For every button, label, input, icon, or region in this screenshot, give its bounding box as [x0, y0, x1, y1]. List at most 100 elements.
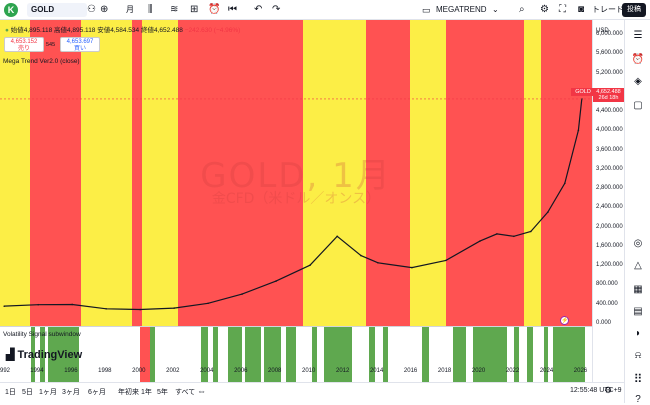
price-tick-label: 400.000 — [596, 300, 618, 307]
price-tick-label: 6,000.000 — [596, 31, 623, 37]
range-button[interactable]: すべて — [175, 389, 196, 396]
sell-price: 4,653.152 — [10, 39, 38, 45]
signal-on-bar — [513, 326, 519, 382]
indicator-legend[interactable]: Mega Trend Ver2.0 (close) — [3, 58, 80, 65]
uptrend-band — [303, 20, 367, 326]
target-icon[interactable]: ◎ — [633, 238, 643, 249]
ohlc-values: 始値4,895.118 高値4,895.118 安値4,584.534 終値4,… — [10, 27, 183, 34]
price-point — [336, 235, 338, 238]
time-tick-label: 992 — [0, 368, 11, 374]
signal-on-bar — [527, 326, 533, 382]
watchlist-icon[interactable]: ☰ — [633, 30, 643, 41]
range-button[interactable]: 1年 — [141, 389, 152, 396]
range-button[interactable]: 5日 — [22, 389, 33, 396]
countdown: 26d 18h — [598, 95, 619, 101]
time-tick-label: 2018 — [437, 368, 452, 374]
undo-icon[interactable]: ↶ — [254, 4, 263, 15]
uptrend-band — [0, 20, 30, 326]
price-point — [530, 230, 532, 233]
signal-on-bar — [245, 326, 261, 382]
time-tick-label: 2012 — [335, 368, 350, 374]
price-point — [513, 235, 515, 238]
price-axis[interactable]: USD 6,000.0005,600.0005,200.0004,800.000… — [592, 20, 624, 382]
buy-button[interactable]: 4,653.697 買い — [60, 37, 100, 52]
layout-name[interactable]: MEGATREND — [436, 5, 487, 14]
candles-icon[interactable]: ⫼ — [148, 4, 153, 15]
range-button[interactable]: 3ヶ月 — [62, 389, 80, 396]
chart-pane[interactable]: GOLD, 1月 金CFD（米ドル／オンス） ● 始値4,895.118 高値4… — [0, 20, 592, 382]
signal-on-bar — [311, 326, 317, 382]
time-tick-label: 2026 — [573, 368, 588, 374]
settings-icon[interactable]: ⚙ — [540, 4, 549, 15]
chevron-down-icon[interactable]: ⌄ — [492, 5, 499, 14]
range-button[interactable]: 5年 — [157, 389, 168, 396]
range-button[interactable]: 1ヶ月 — [39, 389, 57, 396]
templates-icon[interactable]: ⊞ — [190, 4, 199, 15]
trade-button[interactable]: トレード — [592, 5, 624, 14]
replay-icon[interactable]: ⏮ — [228, 4, 237, 15]
alert-icon[interactable]: ⏰ — [208, 4, 221, 15]
sell-button[interactable]: 4,653.152 売り — [4, 37, 44, 52]
signal-on-bar — [228, 326, 243, 382]
price-tick-label: 1,600.000 — [596, 242, 623, 249]
alerts-icon[interactable]: ⏰ — [631, 54, 645, 65]
watermark-subtitle: 金CFD（米ドル／オンス） — [211, 191, 381, 207]
price-tick-label: 4,000.000 — [596, 127, 623, 134]
status-dot-icon: ● — [5, 27, 9, 34]
user-avatar[interactable]: K — [4, 3, 18, 17]
price-point — [577, 129, 580, 132]
signal-off-bar — [140, 326, 151, 382]
chat-icon[interactable]: ▢ — [633, 100, 643, 111]
range-button[interactable]: 1日 — [5, 389, 16, 396]
interval-button[interactable]: 月 — [126, 5, 134, 14]
price-point — [496, 233, 498, 235]
search-icon[interactable]: ⌕ — [519, 4, 525, 15]
settings-icon-bottom[interactable]: ⚙ — [604, 385, 613, 395]
pane-divider[interactable] — [0, 326, 592, 327]
compare-icon[interactable]: ⚇ — [87, 4, 96, 15]
price-point — [445, 259, 447, 262]
price-point — [37, 303, 40, 306]
price-tick-label: 3,600.000 — [596, 146, 623, 153]
layers-icon[interactable]: ◈ — [634, 76, 642, 87]
signal-on-bar — [473, 326, 508, 382]
range-button[interactable]: 年初来 — [118, 389, 139, 396]
buy-price: 4,653.697 — [66, 39, 94, 45]
price-point — [547, 211, 549, 214]
tv-mark-icon: ▟ — [6, 349, 15, 361]
time-tick-label: 1994 — [30, 368, 44, 374]
camera-icon[interactable]: ◙ — [578, 4, 585, 15]
price-tick-label: 2,000.000 — [596, 223, 623, 230]
signal-on-bar — [369, 326, 375, 382]
time-tick-label: 2022 — [505, 368, 520, 374]
downtrend-band — [541, 20, 592, 326]
date-range-icon[interactable]: ⇔ — [197, 386, 206, 396]
menu-dots-icon[interactable]: ⠿ — [633, 372, 643, 386]
downtrend-band — [177, 20, 304, 326]
add-symbol-icon[interactable]: ⊕ — [100, 4, 109, 15]
price-point — [139, 308, 141, 311]
indicator-icon[interactable]: ≋ — [170, 4, 179, 15]
triangle-icon[interactable]: △ — [634, 260, 642, 271]
redo-icon[interactable]: ↷ — [272, 4, 281, 15]
fullscreen-icon[interactable]: ⛶ — [559, 4, 566, 15]
calendar-icon[interactable]: ▦ — [633, 284, 643, 295]
publish-button[interactable]: 投稿 — [622, 3, 646, 17]
signal-on-bar — [48, 326, 79, 382]
signal-on-bar — [150, 326, 156, 382]
currency-label[interactable]: USD — [596, 28, 609, 34]
subwindow-legend[interactable]: Volatility Signal subwindow — [3, 331, 81, 338]
price-line — [4, 98, 583, 311]
help-icon[interactable]: ? — [635, 394, 641, 405]
price-point — [377, 261, 379, 264]
lightning-icon[interactable]: ⚡ — [560, 316, 569, 325]
symbol-search[interactable]: GOLD — [27, 3, 87, 17]
ohlc-legend: ● 始値4,895.118 高値4,895.118 安値4,584.534 終値… — [5, 24, 240, 34]
time-tick-label: 2024 — [539, 368, 554, 374]
news-icon[interactable]: ▤ — [633, 306, 643, 317]
range-button[interactable]: 6ヶ月 — [88, 389, 106, 396]
bell-icon[interactable]: ⍾ — [634, 350, 642, 361]
layout-icon[interactable]: ▭ — [422, 5, 431, 15]
clock[interactable]: 12:55:48 UTC+9 — [570, 387, 622, 394]
broadcast-icon[interactable]: ◗ — [634, 328, 642, 339]
